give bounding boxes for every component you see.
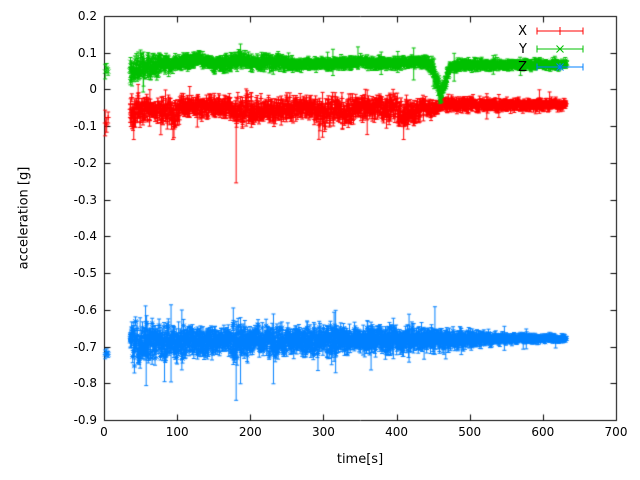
y-tick-label: -0.1: [73, 119, 97, 134]
y-tick-label: -0.3: [73, 192, 97, 207]
y-tick-label: 0.1: [77, 45, 97, 60]
x-tick-label: 400: [385, 425, 409, 439]
legend-item-z: Z: [518, 58, 584, 76]
x-tick-label: 200: [238, 425, 262, 439]
x-axis-title: time[s]: [336, 452, 384, 467]
x-tick-label: 500: [458, 425, 482, 439]
star-errorbar-sample-icon: [536, 63, 584, 71]
plus-errorbar-sample-icon: [536, 27, 584, 35]
y-tick-label: -0.4: [73, 229, 97, 244]
y-tick-label: 0: [89, 82, 97, 97]
y-tick-label: 0.2: [77, 9, 97, 23]
x-tick-label: 300: [311, 425, 335, 439]
x-tick-label: 700: [604, 425, 628, 439]
legend-label: X: [518, 23, 527, 39]
y-tick-label: -0.8: [73, 376, 97, 391]
y-tick-label: -0.7: [73, 339, 97, 354]
legend-label: Y: [519, 41, 527, 57]
cross-errorbar-sample-icon: [536, 45, 584, 53]
y-tick-label: -0.9: [73, 413, 97, 427]
legend-label: Z: [518, 59, 527, 75]
y-tick-label: -0.5: [73, 266, 97, 281]
y-tick-label: -0.2: [73, 155, 97, 170]
x-tick-label: 600: [531, 425, 555, 439]
x-tick-label: 0: [100, 425, 108, 439]
y-tick-label: -0.6: [73, 302, 97, 317]
y-axis-title: acceleration [g]: [16, 166, 32, 270]
legend-item-x: X: [518, 22, 584, 40]
legend-item-y: Y: [518, 40, 584, 58]
x-tick-label: 100: [165, 425, 189, 439]
